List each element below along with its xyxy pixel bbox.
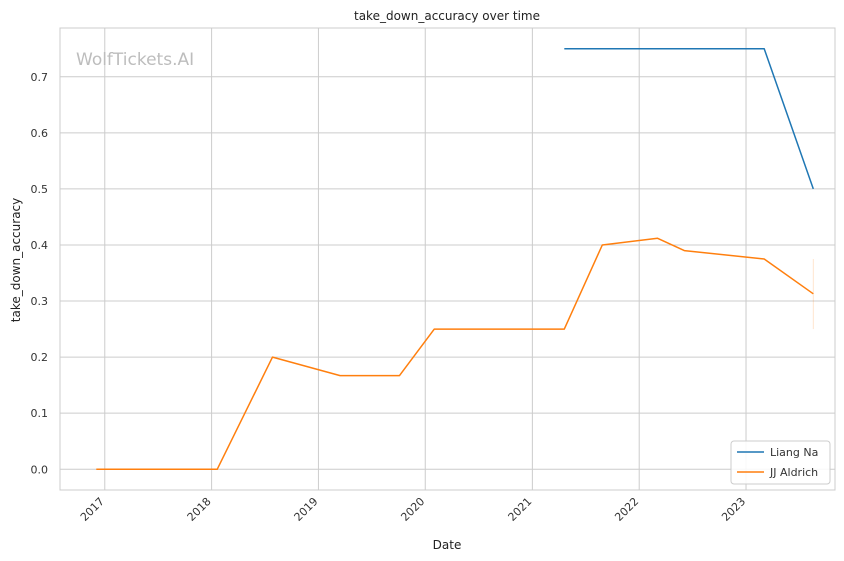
y-tick-label: 0.2 xyxy=(31,351,49,364)
y-tick-label: 0.3 xyxy=(31,295,49,308)
watermark: WolfTickets.AI xyxy=(76,50,194,70)
y-tick-label: 0.4 xyxy=(31,239,49,252)
legend: Liang Na JJ Aldrich xyxy=(730,440,831,485)
grid xyxy=(60,28,835,490)
series-line-jj-aldrich xyxy=(96,237,814,471)
legend-label-jj-aldrich: JJ Aldrich xyxy=(769,466,818,479)
y-axis-ticks: 0.0 0.1 0.2 0.3 0.4 0.5 0.6 0.7 xyxy=(31,71,49,476)
y-tick-label: 0.7 xyxy=(31,71,49,84)
plot-frame xyxy=(59,27,836,491)
y-axis-label: take_down_accuracy xyxy=(9,198,23,322)
y-tick-label: 0.5 xyxy=(31,183,49,196)
y-tick-label: 0.6 xyxy=(31,127,49,140)
chart-title: take_down_accuracy over time xyxy=(354,9,540,23)
series-line-liang-na xyxy=(564,47,815,190)
legend-label-liang-na: Liang Na xyxy=(770,446,818,459)
y-tick-label: 0.0 xyxy=(31,463,49,476)
y-tick-label: 0.1 xyxy=(31,407,49,420)
series-lines xyxy=(96,47,815,471)
x-axis-label: Date xyxy=(433,538,462,552)
